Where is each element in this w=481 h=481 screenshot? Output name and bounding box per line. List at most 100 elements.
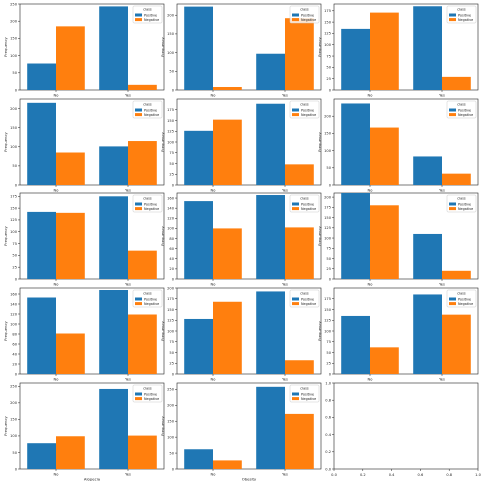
legend-swatch-positive	[449, 202, 456, 206]
y-axis-label: Frequency	[3, 131, 8, 151]
y-axis-label: Frequency	[160, 225, 165, 245]
legend-entry-positive: Positive	[458, 13, 471, 17]
x-tick-label: Yes	[439, 189, 445, 193]
y-tick-label: 125	[10, 218, 17, 222]
y-tick-label: 125	[324, 32, 331, 36]
legend-swatch-negative	[449, 18, 456, 22]
legend-swatch-negative	[292, 113, 299, 117]
x-tick-label: No	[54, 378, 59, 382]
y-tick-label: 0.4	[325, 433, 331, 437]
y-tick-label: 50	[169, 70, 174, 74]
y-tick-label: 25	[326, 77, 331, 81]
legend-entry-positive: Positive	[301, 392, 314, 396]
bar-positive-no	[341, 28, 370, 90]
x-tick-label: No	[368, 283, 373, 287]
legend-swatch-positive	[292, 13, 299, 17]
y-tick-label: 0.0	[325, 467, 331, 471]
y-tick-label: 75	[169, 340, 174, 344]
legend-swatch-positive	[449, 13, 456, 17]
x-tick-label: 0.8	[446, 473, 452, 477]
subplot-11: 0255075100125150175200FrequencyNoYespart…	[160, 286, 322, 387]
y-tick-label: 125	[167, 130, 174, 134]
legend-entry-negative: Negative	[301, 302, 316, 306]
bar-negative-yes	[128, 84, 157, 90]
y-axis-label: Frequency	[3, 36, 8, 56]
y-tick-label: 200	[167, 14, 175, 18]
y-tick-label: 0.6	[325, 416, 331, 420]
x-axis-label: Obesity	[242, 477, 257, 481]
bar-positive-yes	[99, 290, 128, 374]
y-tick-label: 80	[12, 332, 17, 336]
legend-title: class	[300, 103, 309, 107]
y-tick-label: 20	[12, 362, 17, 366]
y-tick-label: 0	[15, 277, 18, 281]
y-tick-label: 50	[169, 162, 174, 166]
subplot-12: 0255075100125150175FrequencyNoYesmuscle …	[317, 287, 479, 387]
y-tick-label: 0	[15, 372, 18, 376]
y-tick-label: 200	[10, 401, 18, 405]
bar-positive-yes	[256, 103, 285, 185]
y-tick-label: 125	[324, 226, 331, 230]
legend-entry-positive: Positive	[144, 108, 157, 112]
legend-entry-positive: Positive	[301, 202, 314, 206]
bar-positive-no	[184, 201, 213, 279]
y-tick-label: 200	[324, 115, 332, 119]
y-tick-label: 25	[12, 265, 17, 269]
legend-swatch-positive	[292, 108, 299, 112]
y-tick-label: 150	[10, 37, 18, 41]
legend-entry-negative: Negative	[144, 302, 159, 306]
y-tick-label: 100	[167, 435, 175, 439]
legend-swatch-negative	[292, 207, 299, 211]
bar-negative-no	[56, 333, 85, 374]
legend-entry-negative: Negative	[301, 18, 316, 22]
y-tick-label: 150	[167, 32, 175, 36]
bar-negative-no	[370, 205, 399, 279]
bar-negative-yes	[442, 173, 471, 185]
y-tick-label: 50	[326, 351, 331, 355]
legend-swatch-positive	[449, 297, 456, 301]
y-tick-label: 0.8	[325, 399, 331, 403]
y-tick-label: 250	[167, 388, 175, 392]
subplot-15: 0.0 0.2 0.4 0.6 0.8 1.0 0.0 0.2 0.4 0.6 0.8 1.0	[325, 381, 481, 477]
subplot-13: 0 50 100 150 200 250 Frequency No Yes Alopecia cla…	[3, 382, 165, 481]
bar-negative-no	[213, 228, 242, 279]
x-tick-label: No	[368, 94, 373, 98]
y-axis-label: Frequency	[160, 131, 165, 151]
legend-title: class	[300, 387, 309, 391]
y-tick-label: 200	[10, 107, 18, 111]
y-tick-label: 100	[10, 434, 18, 438]
bar-negative-no	[56, 212, 85, 279]
y-tick-label: 100	[10, 230, 18, 234]
x-tick-label: Yes	[125, 189, 131, 193]
y-tick-label: 175	[10, 195, 17, 199]
subplot-2: 050100150200FrequencyNoYesPolydipsiaclas…	[160, 3, 322, 103]
legend-swatch-negative	[292, 397, 299, 401]
y-tick-label: 75	[169, 151, 174, 155]
x-tick-label: Yes	[439, 378, 445, 382]
subplot-6: 050100150200FrequencyNoYesGenital thrush…	[317, 98, 479, 198]
legend-entry-positive: Positive	[458, 297, 471, 301]
legend-entry-negative: Negative	[458, 302, 473, 306]
y-tick-label: 0	[329, 88, 332, 92]
y-tick-label: 150	[10, 206, 18, 210]
x-tick-label: No	[368, 378, 373, 382]
y-tick-label: 100	[167, 140, 175, 144]
x-axis-label: Alopecia	[84, 477, 100, 481]
bar-negative-yes	[285, 360, 314, 374]
y-tick-label: 160	[10, 292, 18, 296]
subplot-9: 0255075100125150175200FrequencyNoYesIrri…	[317, 192, 479, 292]
y-tick-label: 150	[324, 132, 332, 136]
y-tick-label: 75	[12, 242, 17, 246]
x-tick-label: 1.0	[475, 473, 481, 477]
x-tick-label: Yes	[282, 473, 288, 477]
y-tick-label: 60	[12, 342, 17, 346]
y-axis-label: Frequency	[317, 320, 322, 340]
legend-title: class	[457, 292, 466, 296]
bar-negative-yes	[128, 435, 157, 469]
bar-positive-no	[184, 130, 213, 185]
x-tick-label: Yes	[125, 378, 131, 382]
